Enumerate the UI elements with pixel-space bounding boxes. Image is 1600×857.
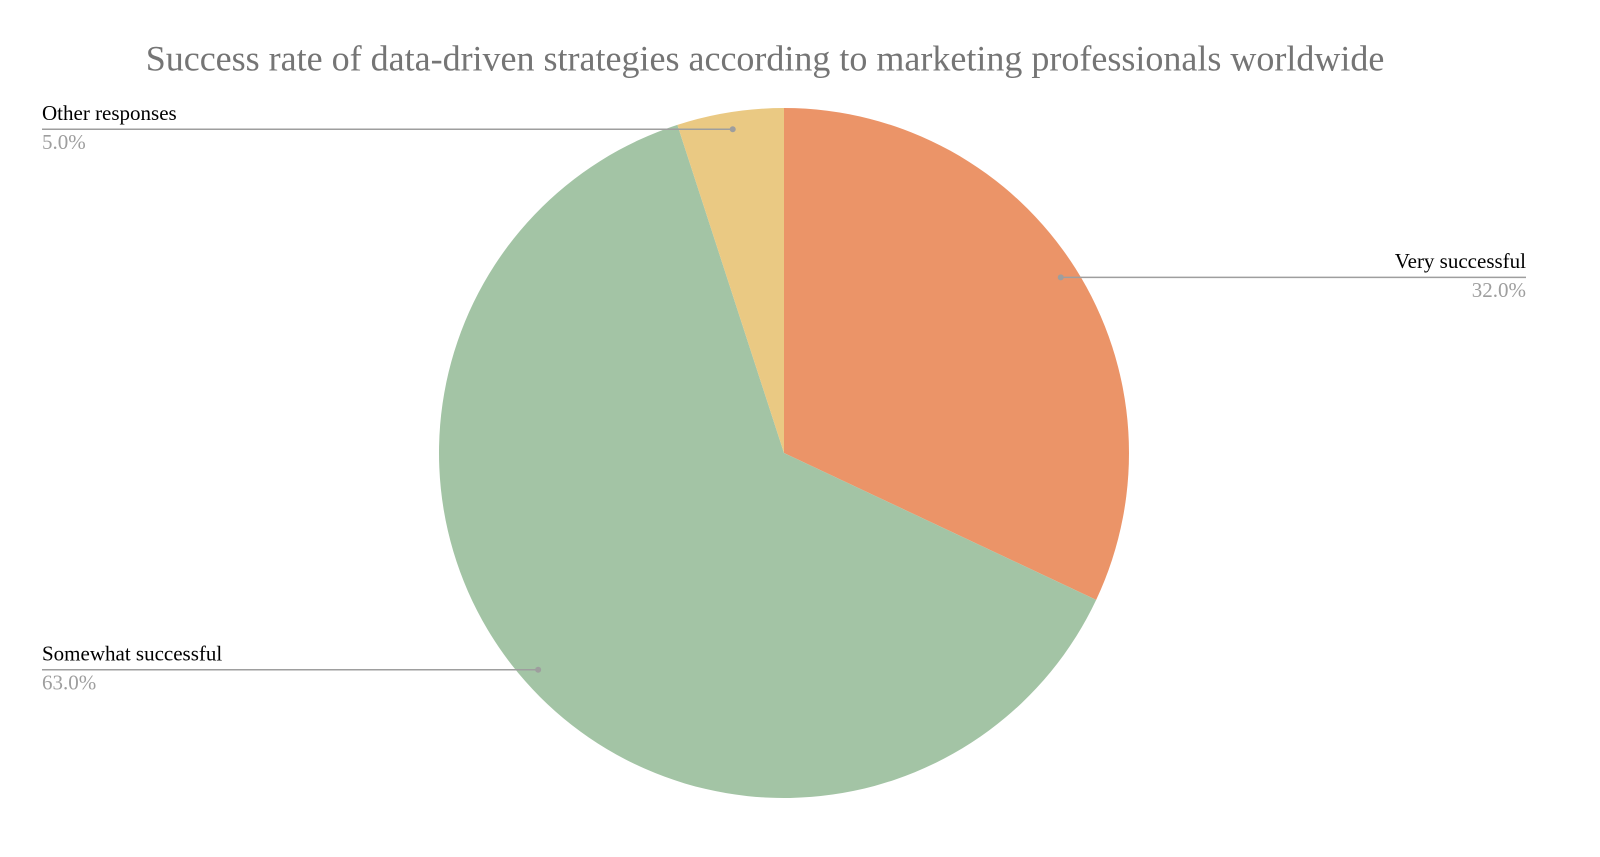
pie-slice — [677, 108, 784, 453]
slice-value: 63.0% — [42, 671, 96, 695]
slice-label: Very successful — [1395, 249, 1526, 273]
slice-value: 32.0% — [1472, 278, 1526, 302]
leader-dot — [535, 666, 542, 673]
slice-label: Somewhat successful — [42, 642, 222, 666]
leader-dot — [729, 126, 736, 133]
slice-label: Other responses — [42, 101, 177, 125]
leader-dot — [1057, 274, 1064, 281]
pie-slice — [784, 108, 1129, 600]
chart-title: Success rate of data-driven strategies a… — [146, 38, 1385, 78]
pie-slice — [438, 124, 1097, 798]
slice-value: 5.0% — [42, 130, 86, 154]
